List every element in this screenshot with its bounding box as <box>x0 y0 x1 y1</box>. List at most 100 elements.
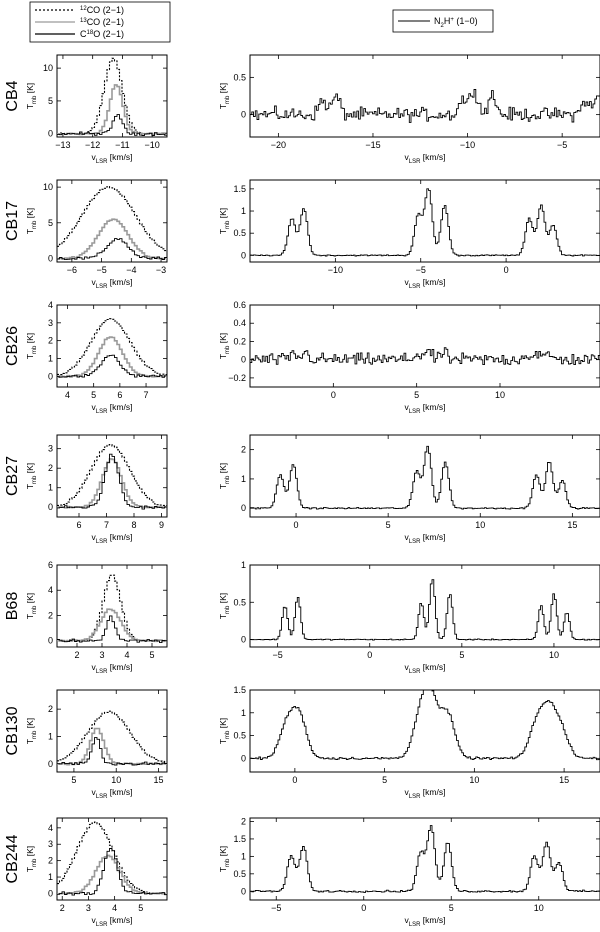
n2h-panel-xticklabel-0: −10 <box>328 265 343 275</box>
spectrum-n2h <box>250 825 600 893</box>
co-panel-yticklabel-2: 4 <box>48 585 53 595</box>
co-panel-frame <box>56 304 168 388</box>
co-panel-yticklabel-1: 1 <box>48 483 53 493</box>
co-panel-xticklabel-1: 3 <box>86 903 91 913</box>
co-panel: 6 7 8 9 0 1 2 3 vLSR [km/s] Tmb [K] <box>25 434 168 545</box>
n2h-panel-yticklabel-1: 0 <box>241 355 246 365</box>
n2h-panel-xticklabel-2: 5 <box>459 650 464 660</box>
co-panel-yticklabel-4: 4 <box>48 823 53 833</box>
source-row-cb130: CB130 5 10 15 0 1 2 vLSR [km/s] Tmb [K] 0 5 10 15 0 0.… <box>4 685 600 800</box>
spectrum-c12 <box>57 574 167 643</box>
co-panel-yticklabel-0: 0 <box>48 888 53 898</box>
n2h-panel-yticklabel-4: 2 <box>241 816 246 826</box>
co-panel-yticklabel-3: 3 <box>48 318 53 328</box>
source-label: CB244 <box>4 834 21 883</box>
co-panel-frame <box>56 54 168 138</box>
n2h-panel-ylabel: Tmb [K] <box>218 463 231 489</box>
legend-label-2: C18O (2−1) <box>80 29 124 39</box>
source-label: CB130 <box>4 706 21 755</box>
n2h-panel-xticklabel-2: 10 <box>495 390 505 400</box>
n2h-panel-xlabel: vLSR [km/s] <box>405 915 446 928</box>
co-panel-xlabel: vLSR [km/s] <box>92 277 133 290</box>
n2h-panel-yticklabel-1: 1 <box>241 474 246 484</box>
n2h-panel-yticklabel-3: 1.5 <box>233 184 246 194</box>
co-panel: −13 −12 −11 −10 0 5 10 vLSR [km/s] Tmb [K] <box>25 54 168 165</box>
co-panel-xticklabel-0: 4 <box>65 390 70 400</box>
co-panel-yticklabel-0: 0 <box>48 502 53 512</box>
n2h-panel-yticklabel-0: 0 <box>241 753 246 763</box>
source-label: B68 <box>4 592 21 621</box>
n2h-panel-yticklabel-2: 2 <box>241 445 246 455</box>
co-panel-yticklabel-0: 0 <box>48 759 53 769</box>
n2h-panel-ylabel: Tmb [K] <box>218 718 231 744</box>
co-panel-xticklabel-0: 2 <box>60 903 65 913</box>
n2h-panel-yticklabel-3: 1.5 <box>233 685 246 695</box>
co-panel-yticklabel-1: 5 <box>48 218 53 228</box>
co-panel-xticklabel-0: 2 <box>74 650 79 660</box>
co-panel-yticklabel-0: 0 <box>48 129 53 139</box>
co-panel-xticklabel-2: 8 <box>131 520 136 530</box>
source-row-cb244: CB244 2 3 4 5 0 1 2 3 4 vLSR [km/s] Tmb [K] −5 0 5 10 0 0… <box>4 816 600 928</box>
co-panel-xticklabel-1: 10 <box>111 775 121 785</box>
co-panel-xticklabel-0: −6 <box>67 265 77 275</box>
co-panel-frame <box>56 564 168 648</box>
co-panel-ylabel: Tmb [K] <box>25 846 38 872</box>
spectrum-c12 <box>57 444 167 507</box>
n2h-panel-xticklabel-2: 0 <box>504 265 509 275</box>
n2h-panel-yticklabel-3: 1.5 <box>233 834 246 844</box>
n2h-panel-xticklabel-1: 5 <box>414 390 419 400</box>
n2h-panel-xticklabel-2: −10 <box>460 140 475 150</box>
co-panel-frame <box>56 817 168 901</box>
n2h-panel-yticklabel-1: 0.5 <box>233 731 246 741</box>
co-panel-yticklabel-2: 2 <box>48 463 53 473</box>
n2h-panel-frame <box>249 434 600 518</box>
n2h-panel-xlabel: vLSR [km/s] <box>405 152 446 165</box>
n2h-panel-xticklabel-0: 0 <box>292 775 297 785</box>
n2h-panel: −20 −15 −10 −5 0 0.5 vLSR [km/s] Tmb [K] <box>218 54 600 165</box>
co-panel-xticklabel-0: 6 <box>76 520 81 530</box>
co-panel-ylabel: Tmb [K] <box>25 83 38 109</box>
co-panel-yticklabel-4: 4 <box>48 300 53 310</box>
source-row-cb27: CB27 6 7 8 9 0 1 2 3 vLSR [km/s] Tmb [K] 0 5 10 15 0 1 2 v… <box>4 434 600 545</box>
n2h-panel-xticklabel-0: −5 <box>271 903 281 913</box>
n2h-panel-yticklabel-0: 0 <box>241 886 246 896</box>
n2h-panel-frame <box>249 304 600 388</box>
spectrum-c18 <box>57 114 167 136</box>
n2h-panel-xticklabel-1: 0 <box>367 650 372 660</box>
source-label: CB26 <box>4 326 21 366</box>
co-panel-yticklabel-1: 1 <box>48 872 53 882</box>
n2h-panel: 0 5 10 15 0 1 2 vLSR [km/s] Tmb [K] <box>218 434 600 545</box>
co-panel-xlabel: vLSR [km/s] <box>92 532 133 545</box>
co-panel-yticklabel-2: 10 <box>43 182 53 192</box>
co-panel-ylabel: Tmb [K] <box>25 718 38 744</box>
n2h-panel-yticklabel-2: 1 <box>241 206 246 216</box>
co-panel-yticklabel-1: 2 <box>48 610 53 620</box>
co-panel-xticklabel-3: −10 <box>144 140 159 150</box>
n2h-panel-yticklabel-1: 0.5 <box>233 597 246 607</box>
n2h-panel-yticklabel-0: 0 <box>241 250 246 260</box>
n2h-panel-xticklabel-3: −5 <box>557 140 567 150</box>
n2h-panel-yticklabel-0: 0 <box>241 110 246 120</box>
co-panel-yticklabel-2: 10 <box>43 63 53 73</box>
source-label: CB17 <box>4 201 21 241</box>
n2h-panel-xticklabel-0: −20 <box>271 140 286 150</box>
spectrum-c12 <box>57 57 167 135</box>
n2h-panel-yticklabel-1: 0.5 <box>233 228 246 238</box>
spectrum-n2h <box>250 579 600 641</box>
n2h-panel-xticklabel-2: 5 <box>449 903 454 913</box>
n2h-panel-ylabel: Tmb [K] <box>218 846 231 872</box>
n2h-panel-xlabel: vLSR [km/s] <box>405 402 446 415</box>
co-panel-yticklabel-1: 5 <box>48 96 53 106</box>
spectrum-c18 <box>57 615 167 644</box>
source-row-b68: B68 2 3 4 5 0 2 4 6 vLSR [km/s] Tmb [K] −5 0 5 10 0 0.5 1… <box>4 560 600 675</box>
co-panel-yticklabel-0: 0 <box>48 636 53 646</box>
legend-left-frame <box>29 1 171 43</box>
co-panel-xticklabel-2: 6 <box>117 390 122 400</box>
n2h-panel-xticklabel-3: 15 <box>559 775 569 785</box>
n2h-panel-xticklabel-1: −5 <box>416 265 426 275</box>
spectrum-c18 <box>57 453 167 510</box>
